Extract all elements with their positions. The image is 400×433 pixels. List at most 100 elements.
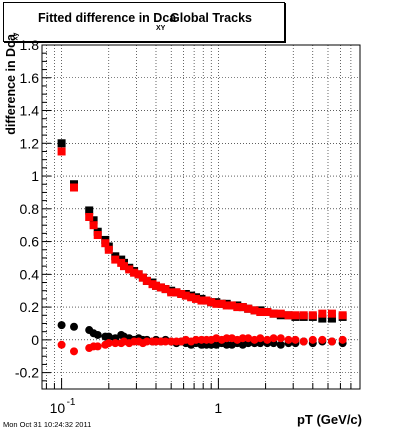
- data-point-square: [125, 265, 134, 274]
- data-point-square: [138, 273, 147, 282]
- y-tick-label: -0.2: [15, 365, 39, 381]
- data-point-square: [202, 296, 211, 305]
- data-point-square: [233, 303, 242, 312]
- y-tick-label: 0.6: [20, 234, 40, 250]
- data-point-square: [207, 298, 216, 307]
- data-point-square: [151, 281, 160, 290]
- data-point-circle: [284, 335, 293, 344]
- x-axis-label: pT (GeV/c): [296, 412, 362, 427]
- data-point-square: [284, 311, 293, 320]
- data-point-circle: [291, 335, 300, 344]
- data-point-square: [327, 314, 336, 323]
- axis-ticks: -0.2 0 0.2 0.4 0.6 0.8 1 1.2 1.4 1.6 1.8 10 -1 1: [15, 37, 361, 416]
- data-point-square: [291, 311, 300, 320]
- data-point-square: [217, 299, 226, 308]
- data-point-circle: [93, 342, 102, 351]
- data-marks: [57, 139, 347, 356]
- data-point-square: [57, 139, 66, 148]
- title-box: Fitted difference in Dca XY Global Track…: [3, 2, 285, 42]
- data-point-circle: [276, 340, 285, 349]
- data-point-circle: [263, 335, 272, 344]
- data-point-square: [93, 231, 102, 240]
- data-point-square: [187, 293, 196, 302]
- data-point-square: [161, 285, 170, 294]
- data-point-circle: [104, 332, 113, 341]
- data-point-square: [308, 311, 317, 320]
- x-tick-label-exponent: -1: [67, 397, 76, 408]
- data-point-square: [111, 255, 120, 264]
- data-point-square: [85, 206, 94, 215]
- y-tick-label: 1.6: [20, 70, 40, 86]
- data-point-circle: [327, 337, 336, 346]
- data-point-square: [167, 288, 176, 297]
- data-point-square: [177, 289, 186, 298]
- y-axis-label: difference in Dca: [4, 34, 18, 135]
- y-axis-label-subscript: xy: [12, 32, 20, 41]
- data-point-square: [318, 314, 327, 323]
- data-point-circle: [70, 347, 79, 356]
- data-point-circle: [111, 339, 120, 348]
- y-tick-label: 1.4: [20, 103, 40, 119]
- data-point-circle: [299, 337, 308, 346]
- data-point-circle: [318, 335, 327, 344]
- data-point-circle: [93, 330, 102, 339]
- y-tick-label: 0.2: [20, 299, 40, 315]
- data-point-square: [181, 291, 190, 300]
- data-point-circle: [338, 335, 347, 344]
- data-point-square: [101, 239, 110, 248]
- x-tick-label-0p1: 10: [50, 400, 66, 416]
- chart-title-subscript: XY: [156, 25, 166, 32]
- y-tick-label: 0: [31, 332, 39, 348]
- data-point-circle: [276, 334, 285, 343]
- chart-title: Fitted difference in Dca: [38, 11, 177, 25]
- data-point-circle: [70, 322, 79, 331]
- data-point-circle: [238, 334, 247, 343]
- data-point-square: [222, 301, 231, 310]
- data-point-square: [85, 213, 94, 221]
- y-tick-label: 0.8: [20, 201, 40, 217]
- data-point-circle: [256, 334, 265, 343]
- data-point-square: [57, 147, 66, 156]
- data-point-square: [172, 288, 181, 297]
- timestamp: Mon Oct 31 10:24:32 2011: [3, 420, 92, 429]
- data-point-circle: [57, 340, 66, 349]
- data-point-square: [256, 308, 265, 317]
- data-point-circle: [142, 337, 151, 346]
- data-point-square: [104, 245, 113, 254]
- grid-lines: [42, 44, 361, 389]
- y-tick-label: 1.2: [20, 135, 40, 151]
- data-point-square: [130, 268, 139, 277]
- data-point-circle: [269, 334, 278, 343]
- chart-title-tail: Global Tracks: [170, 11, 252, 25]
- data-point-square: [70, 183, 79, 192]
- data-point-square: [276, 309, 285, 318]
- data-point-square: [89, 216, 98, 225]
- data-point-square: [156, 283, 165, 292]
- data-point-square: [89, 221, 98, 230]
- data-point-square: [338, 311, 347, 320]
- data-point-square: [212, 299, 221, 308]
- data-point-circle: [308, 335, 317, 344]
- data-point-square: [244, 304, 253, 313]
- data-point-square: [269, 309, 278, 318]
- data-point-circle: [104, 339, 113, 348]
- data-point-square: [119, 262, 128, 271]
- data-point-circle: [161, 337, 170, 346]
- data-point-circle: [244, 334, 253, 343]
- data-point-square: [134, 270, 143, 279]
- data-point-square: [263, 308, 272, 317]
- data-point-square: [197, 296, 206, 305]
- y-tick-label: 1.8: [20, 37, 40, 53]
- data-point-circle: [57, 321, 66, 330]
- data-point-square: [327, 309, 336, 318]
- data-point-square: [250, 306, 259, 315]
- data-point-square: [299, 311, 308, 320]
- y-tick-label: 0.4: [20, 266, 40, 282]
- data-point-square: [238, 303, 247, 312]
- y-tick-label: 1: [31, 168, 39, 184]
- data-point-square: [192, 294, 201, 303]
- data-point-square: [142, 276, 151, 285]
- data-point-square: [227, 301, 236, 310]
- data-point-square: [318, 309, 327, 318]
